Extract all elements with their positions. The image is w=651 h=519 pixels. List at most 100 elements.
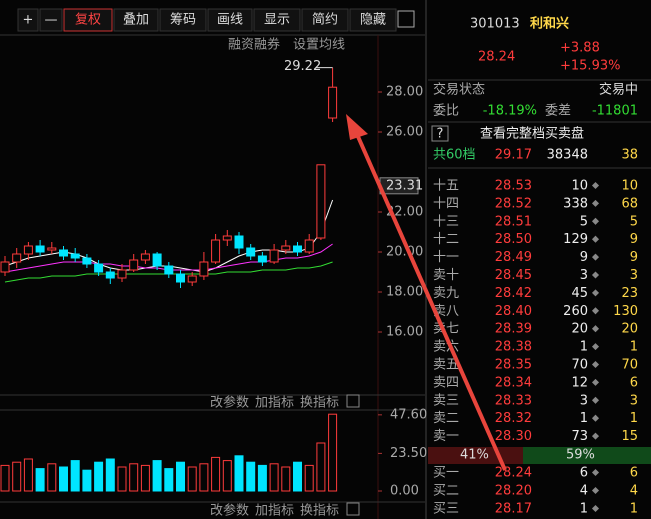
row-label: 十一: [433, 250, 459, 265]
row-price: 28.33: [495, 393, 532, 408]
candle-body: [140, 253, 150, 261]
volume-bar: [0, 464, 10, 492]
chart-link[interactable]: 融资融券: [228, 37, 280, 53]
candle-body: [70, 253, 80, 259]
diamond: [591, 360, 600, 369]
candle-body: [164, 265, 174, 275]
chart-link[interactable]: 设置均线: [293, 38, 345, 53]
y-tick-label: 23.50: [390, 446, 427, 461]
row-count: 68: [621, 196, 638, 211]
diamond: [591, 235, 600, 243]
row-price: 28.38: [495, 340, 532, 355]
row-volume: 12: [571, 375, 588, 390]
candle-body: [293, 245, 302, 253]
row-label: 十四: [433, 196, 459, 211]
annotation-arrow: [346, 114, 507, 471]
toolbar-button-label[interactable]: 叠加: [123, 13, 149, 28]
row-volume: 3: [580, 393, 588, 408]
diamond: [591, 271, 600, 279]
toolbar-button-label[interactable]: —: [45, 13, 58, 28]
row-count: 70: [621, 358, 638, 373]
indicator-button[interactable]: 换指标: [300, 504, 339, 519]
indicator-button[interactable]: 加指标: [255, 504, 294, 519]
row-volume: 1: [580, 340, 588, 355]
row-price: 28.45: [495, 268, 532, 283]
row-label: 卖五: [433, 358, 459, 373]
toolbar-button[interactable]: [113, 8, 159, 32]
candle-body: [82, 257, 92, 265]
indicator-button[interactable]: 改参数: [210, 395, 249, 411]
indicator-button[interactable]: 加指标: [255, 396, 294, 411]
candle-body: [0, 261, 10, 273]
toolbar-button-label[interactable]: 显示: [264, 13, 290, 28]
volume-bar: [316, 442, 326, 492]
toolbar-button[interactable]: [17, 8, 39, 32]
row-price: 28.40: [495, 304, 532, 319]
indicator-button[interactable]: 换指标: [300, 396, 339, 411]
volume-bar: [304, 464, 314, 492]
bid-ratio: -18.19%: [483, 104, 537, 119]
volume-bar: [129, 463, 139, 492]
toolbar-button[interactable]: [159, 8, 207, 32]
diamond: [591, 181, 600, 190]
row-label: 十二: [433, 232, 459, 247]
label: 委差: [545, 104, 571, 119]
high-label: 29.22: [284, 59, 321, 74]
row-volume: 5: [580, 214, 588, 229]
y-tick-label: 16.00: [386, 325, 423, 340]
candle-body: [47, 247, 57, 251]
toolbar-button-label[interactable]: 画线: [217, 13, 243, 28]
toolbar-button[interactable]: [349, 8, 397, 32]
diamond: [591, 486, 600, 495]
row-volume: 9: [580, 250, 588, 265]
toolbar-button[interactable]: [253, 8, 301, 32]
buy-share-label: 59%: [566, 448, 595, 463]
candle-body: [117, 269, 127, 279]
row-label: 卖八: [433, 304, 459, 319]
toolbar-button-label[interactable]: 复权: [75, 12, 101, 28]
row-price: 29.17: [495, 148, 532, 163]
volume-bar: [281, 466, 291, 492]
row-price: 28.35: [495, 358, 532, 373]
candle-body: [23, 245, 33, 255]
row-price: 28.52: [495, 196, 532, 211]
toolbar-button[interactable]: [207, 8, 253, 32]
fullscreen-icon[interactable]: [397, 10, 415, 28]
diamond: [591, 414, 600, 422]
candle-body: [199, 261, 209, 277]
candle-body: [129, 259, 139, 271]
row-price: 28.51: [495, 214, 532, 229]
volume-bar: [187, 466, 197, 492]
diamond: [591, 253, 600, 261]
full-book-link[interactable]: 查看完整档买卖盘: [480, 126, 584, 142]
row-price: 28.49: [495, 250, 532, 265]
volume-bar: [59, 466, 68, 492]
row-count: 15: [621, 429, 638, 444]
toolbar-button[interactable]: [301, 8, 349, 32]
y-tick-label: 18.00: [386, 285, 423, 300]
toolbar-button-label[interactable]: 隐藏: [360, 13, 386, 28]
diamond: [591, 217, 600, 225]
help-icon: ?: [437, 127, 444, 142]
toolbar-button-label[interactable]: +: [23, 13, 34, 28]
row-count: 1: [630, 502, 638, 517]
row-price: 28.24: [495, 466, 532, 481]
row-volume: 4: [580, 484, 588, 499]
volume-bar: [222, 460, 232, 492]
indicator-button[interactable]: 改参数: [210, 503, 249, 519]
row-label: 买二: [433, 484, 459, 499]
toolbar-button-label[interactable]: 筹码: [170, 12, 196, 28]
toolbar-button[interactable]: [39, 8, 63, 32]
volume-bar: [211, 456, 221, 492]
toolbar-button[interactable]: [63, 8, 113, 32]
candle-body: [211, 239, 221, 263]
arrow-shaft: [354, 131, 507, 471]
row-count: 1: [630, 411, 638, 426]
volume-bar: [105, 458, 115, 492]
row-price: 28.53: [495, 179, 532, 194]
volume-bar: [12, 461, 22, 492]
y-tick-label: 28.00: [386, 85, 423, 100]
row-price: 28.32: [495, 411, 532, 426]
toolbar-button-label[interactable]: 简约: [312, 12, 338, 28]
